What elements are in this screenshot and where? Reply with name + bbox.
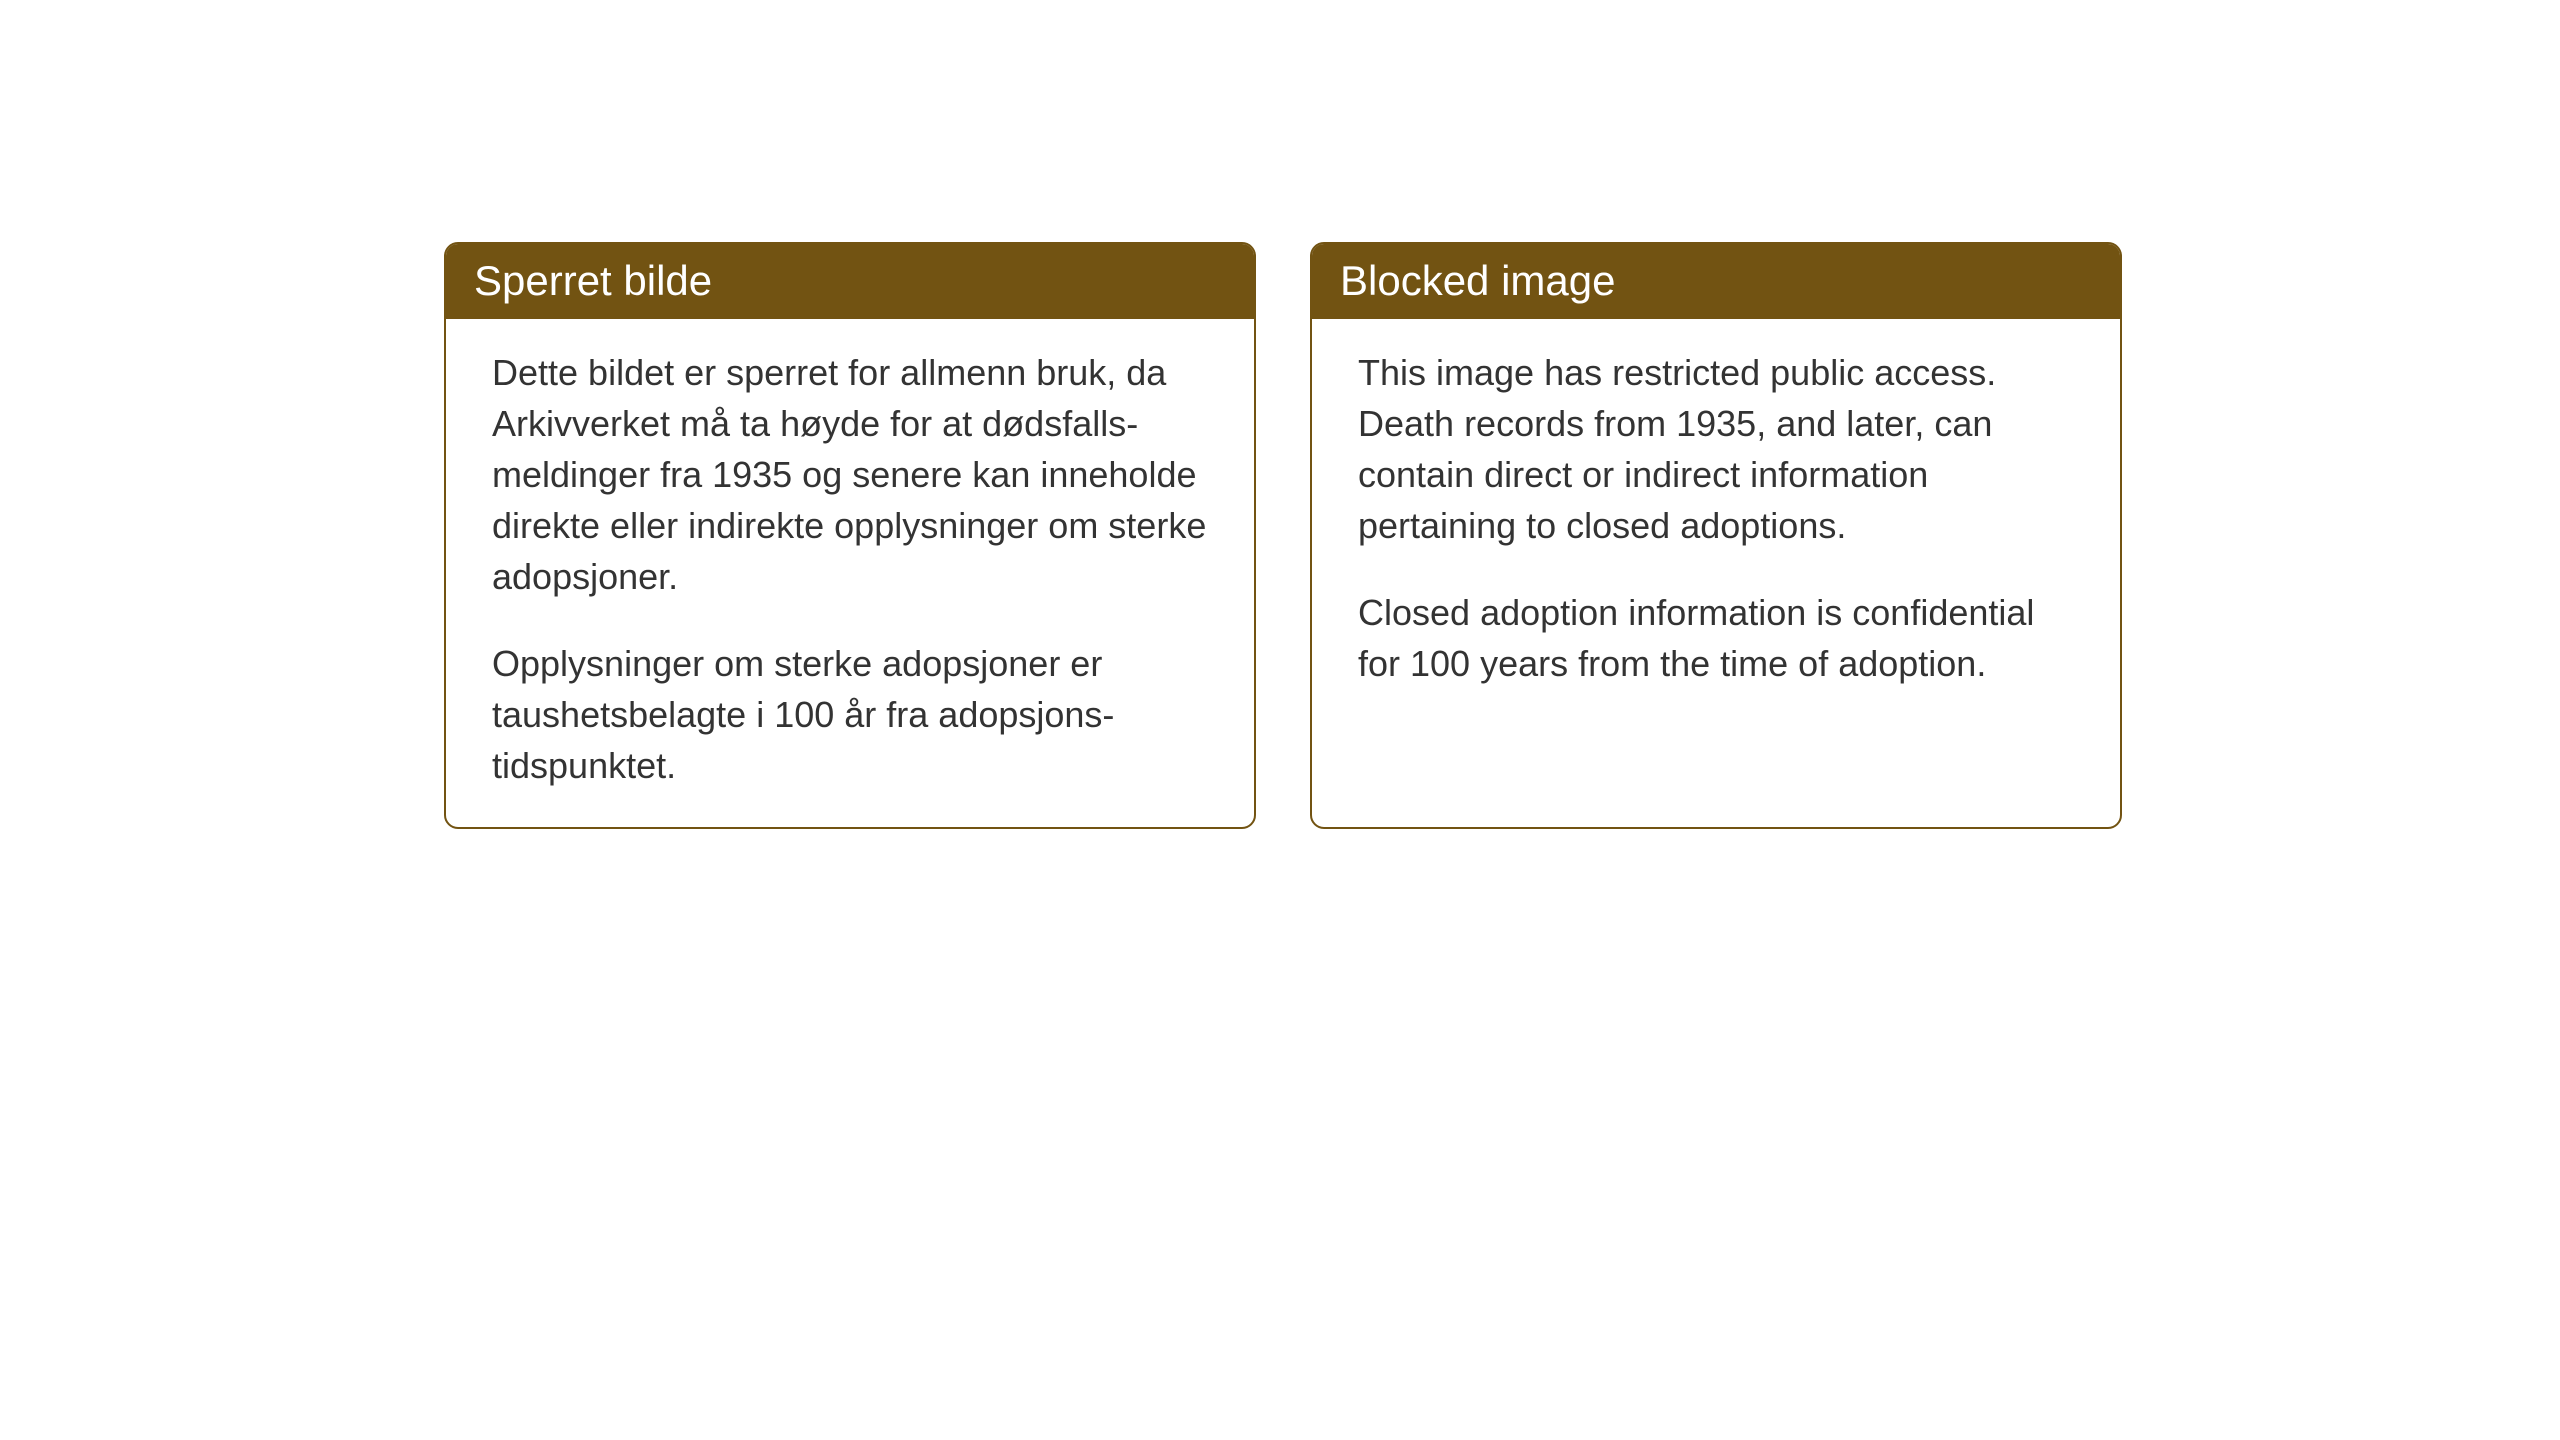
- norwegian-card-title: Sperret bilde: [446, 244, 1254, 319]
- english-paragraph-2: Closed adoption information is confident…: [1358, 587, 2074, 689]
- norwegian-notice-card: Sperret bilde Dette bildet er sperret fo…: [444, 242, 1256, 829]
- norwegian-paragraph-1: Dette bildet er sperret for allmenn bruk…: [492, 347, 1208, 603]
- english-card-body: This image has restricted public access.…: [1312, 319, 2120, 726]
- english-paragraph-1: This image has restricted public access.…: [1358, 347, 2074, 551]
- english-notice-card: Blocked image This image has restricted …: [1310, 242, 2122, 829]
- norwegian-paragraph-2: Opplysninger om sterke adopsjoner er tau…: [492, 638, 1208, 791]
- notice-container: Sperret bilde Dette bildet er sperret fo…: [444, 242, 2122, 829]
- norwegian-card-body: Dette bildet er sperret for allmenn bruk…: [446, 319, 1254, 828]
- english-card-title: Blocked image: [1312, 244, 2120, 319]
